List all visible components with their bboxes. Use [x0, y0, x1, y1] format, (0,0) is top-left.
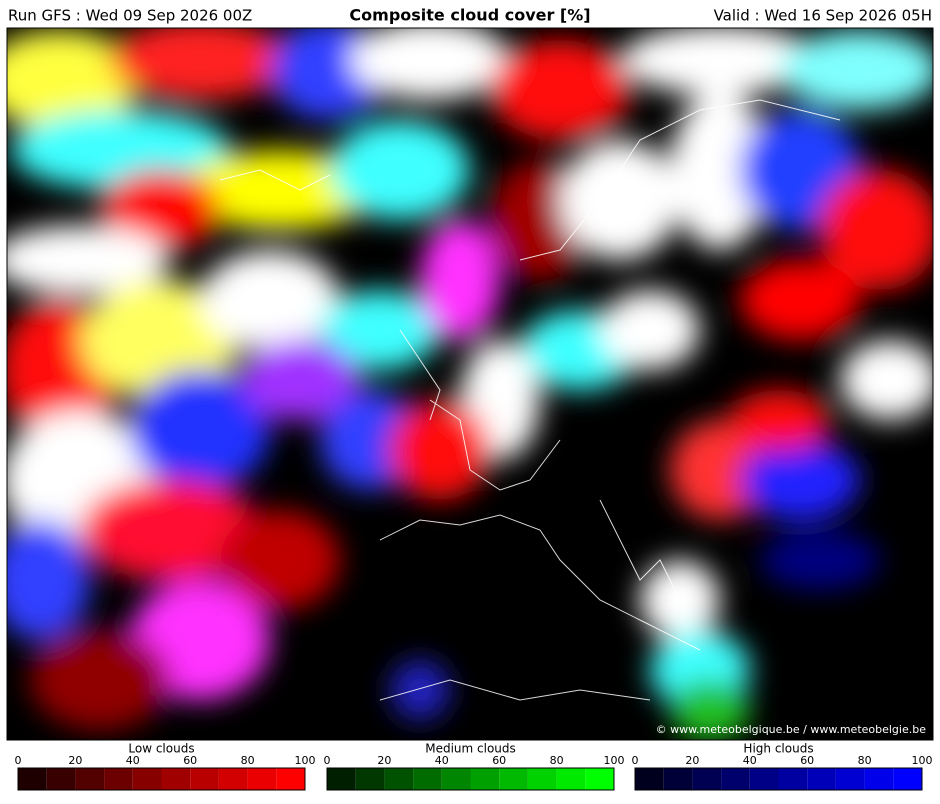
legend-tick-label: 80 — [858, 754, 872, 767]
legend-tick-label: 0 — [15, 754, 22, 767]
color-swatch — [692, 768, 722, 790]
legend-tick-label: 40 — [435, 754, 449, 767]
legend-tick-label: 40 — [743, 754, 757, 767]
color-swatch — [355, 768, 385, 790]
color-swatch — [527, 768, 557, 790]
legend-title: Low clouds — [128, 742, 194, 756]
color-swatch — [276, 768, 305, 790]
color-swatch — [635, 768, 664, 790]
color-swatch — [893, 768, 922, 790]
legend-tick-label: 40 — [126, 754, 140, 767]
legend-tick-label: 80 — [241, 754, 255, 767]
color-swatch — [470, 768, 500, 790]
color-swatch — [835, 768, 865, 790]
color-swatch — [18, 768, 47, 790]
legend-tick-label: 60 — [800, 754, 814, 767]
color-swatch — [556, 768, 586, 790]
color-swatch — [46, 768, 76, 790]
legend-tick-label: 20 — [68, 754, 82, 767]
color-swatch — [327, 768, 356, 790]
legend-tick-label: 20 — [377, 754, 391, 767]
legend-tick-label: 60 — [492, 754, 506, 767]
legend-title: Medium clouds — [425, 742, 516, 756]
colorbar-frame — [17, 767, 306, 791]
valid-label: Valid : Wed 16 Sep 2026 05H — [714, 7, 932, 25]
color-swatch — [413, 768, 442, 790]
color-swatch — [663, 768, 693, 790]
colorbar-frame — [634, 767, 923, 791]
color-swatch — [585, 768, 614, 790]
color-swatch — [441, 768, 471, 790]
legend-title: High clouds — [743, 742, 813, 756]
run-label: Run GFS : Wed 09 Sep 2026 00Z — [8, 7, 252, 25]
legend-tick-label: 80 — [550, 754, 564, 767]
legend-tick-label: 100 — [912, 754, 933, 767]
title: Composite cloud cover [%] — [349, 6, 590, 25]
color-swatch — [499, 768, 528, 790]
color-swatch — [190, 768, 219, 790]
color-swatch — [384, 768, 414, 790]
legend-tick-label: 60 — [183, 754, 197, 767]
legend-tick-label: 20 — [685, 754, 699, 767]
color-swatch — [721, 768, 750, 790]
legend-tick-label: 100 — [604, 754, 625, 767]
color-swatch — [749, 768, 779, 790]
color-swatch — [104, 768, 133, 790]
color-swatch — [247, 768, 277, 790]
color-swatch — [807, 768, 836, 790]
legend-tick-label: 0 — [632, 754, 639, 767]
colorbar-frame — [326, 767, 615, 791]
legend-tick-label: 100 — [295, 754, 316, 767]
legends: Low clouds 0 20 40 60 80 100 Medium clouds 0 20 40… — [15, 742, 933, 791]
credit: © www.meteobelgique.be / www.meteobelgie… — [656, 723, 927, 736]
legend-tick-label: 0 — [324, 754, 331, 767]
color-swatch — [218, 768, 248, 790]
cloud-map: © www.meteobelgique.be / www.meteobelgie… — [7, 28, 933, 740]
map-frame — [6, 27, 934, 741]
color-swatch — [864, 768, 894, 790]
color-swatch — [132, 768, 162, 790]
color-swatch — [75, 768, 105, 790]
color-swatch — [778, 768, 808, 790]
color-swatch — [161, 768, 191, 790]
